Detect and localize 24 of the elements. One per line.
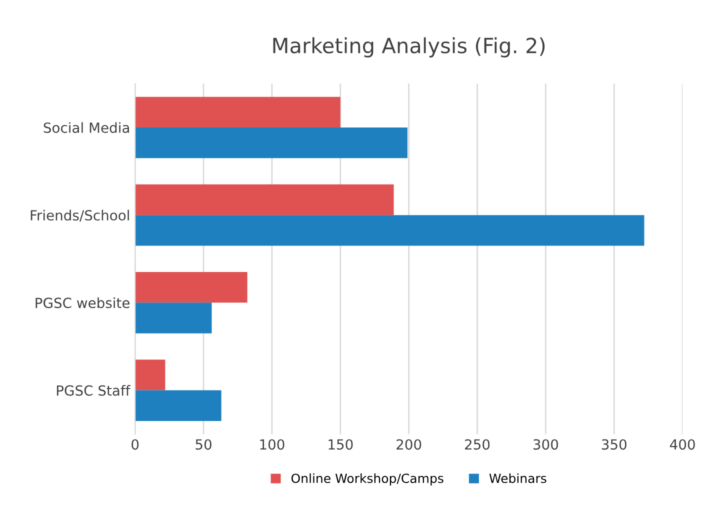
bar bbox=[135, 390, 222, 421]
chart-title: Marketing Analysis (Fig. 2) bbox=[273, 37, 545, 58]
x-tick-label: 200 bbox=[396, 439, 422, 450]
legend-label: Online Workshop/Camps bbox=[291, 473, 444, 486]
bar bbox=[135, 215, 644, 246]
bar bbox=[135, 96, 340, 128]
bar bbox=[135, 302, 212, 334]
x-tick-label: 400 bbox=[670, 439, 695, 450]
y-tick-label: PGSC Staff bbox=[56, 385, 130, 396]
bar bbox=[135, 272, 248, 303]
x-tick-label: 50 bbox=[196, 439, 212, 450]
bar bbox=[135, 360, 166, 390]
y-tick-label: Friends/School bbox=[30, 210, 129, 222]
x-tick-label: 350 bbox=[602, 439, 626, 450]
bar bbox=[135, 184, 394, 216]
y-tick-label: PGSC website bbox=[36, 297, 130, 308]
x-tick-label: 100 bbox=[260, 439, 284, 450]
legend-label: Webinars bbox=[489, 473, 546, 484]
bar bbox=[135, 127, 408, 158]
y-tick-label: Social Media bbox=[44, 122, 129, 133]
x-tick-label: 150 bbox=[328, 439, 353, 450]
x-tick-label: 250 bbox=[465, 439, 490, 450]
x-tick-label: 0 bbox=[132, 439, 139, 450]
x-tick-label: 300 bbox=[533, 439, 558, 450]
